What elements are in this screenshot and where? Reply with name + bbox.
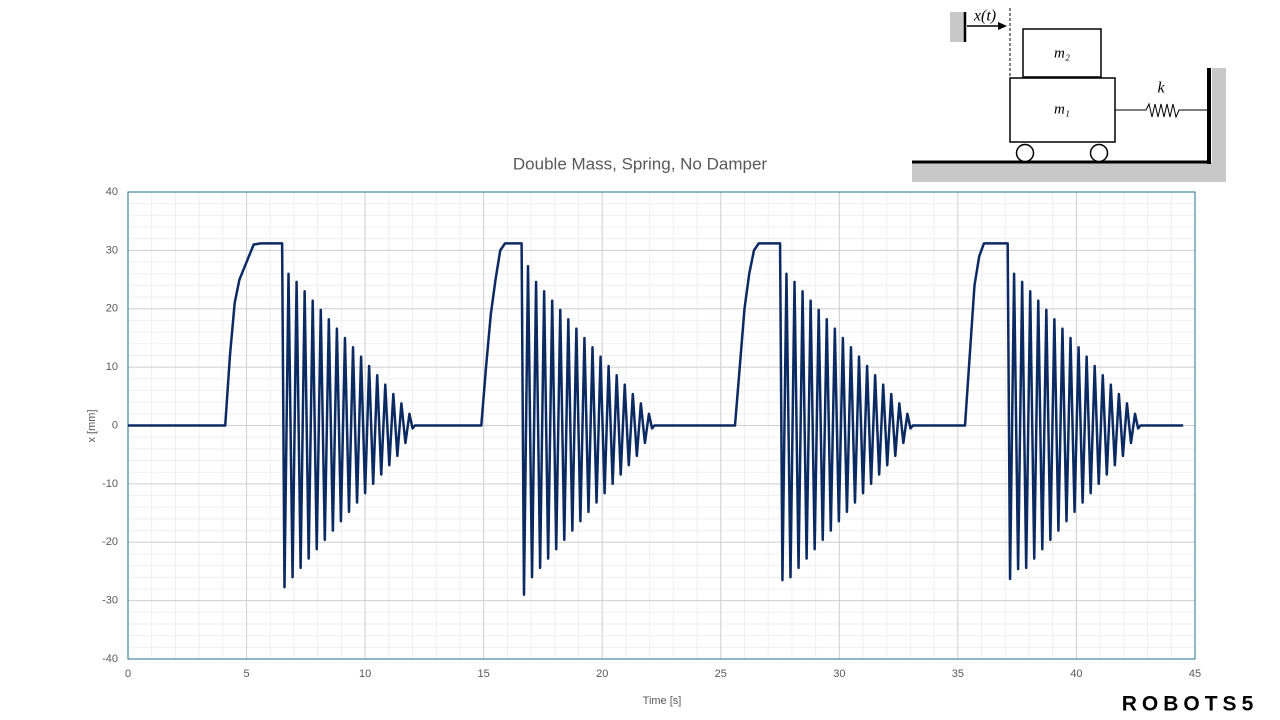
data-line (128, 242, 1184, 597)
x-tick-label: 35 (952, 668, 964, 680)
y-tick-label: 0 (112, 419, 118, 431)
x-tick-label: 10 (359, 668, 371, 680)
x-axis-label: Time [s] (643, 695, 682, 707)
y-axis-label: x [mm] (86, 410, 98, 443)
mass-2 (1022, 28, 1102, 78)
displacement-label: x(t) (973, 8, 996, 25)
mechanism-diagram: x(t) m₂ m₁ k (912, 8, 1226, 182)
y-tick-label: -10 (102, 478, 118, 490)
input-wall (950, 12, 964, 42)
x-tick-label: 30 (833, 668, 845, 680)
x-tick-label: 25 (715, 668, 727, 680)
y-tick-label: 20 (106, 303, 118, 315)
x-tick-label: 0 (125, 668, 131, 680)
mass-2-label: m₂ (1054, 45, 1070, 61)
y-tick-label: 40 (106, 186, 118, 198)
wheel (1015, 143, 1035, 163)
wall-shade (1212, 68, 1226, 164)
plot: -40 -30 -20 -10 0 10 20 30 40 0 5 10 15 20 25 30 35 40 45 (102, 186, 1201, 680)
x-tick-label: 40 (1070, 668, 1082, 680)
y-tick-label: -30 (102, 595, 118, 607)
mass-1-label: m₁ (1054, 101, 1070, 117)
spring (1115, 102, 1207, 119)
x-tick-label: 45 (1189, 668, 1201, 680)
chart-title: Double Mass, Spring, No Damper (513, 154, 768, 173)
x-tick-label: 15 (478, 668, 490, 680)
x-tick-label: 5 (243, 668, 249, 680)
y-tick-label: 10 (106, 361, 118, 373)
floor (912, 162, 1226, 182)
y-tick-label: -40 (102, 653, 118, 665)
y-tick-label: -20 (102, 536, 118, 548)
arrow-head (998, 22, 1007, 30)
y-tick-label: 30 (106, 244, 118, 256)
brand: ROBOTS5 (1122, 693, 1259, 716)
spring-label: k (1157, 80, 1165, 97)
wheel (1089, 143, 1109, 163)
x-tick-label: 20 (596, 668, 608, 680)
